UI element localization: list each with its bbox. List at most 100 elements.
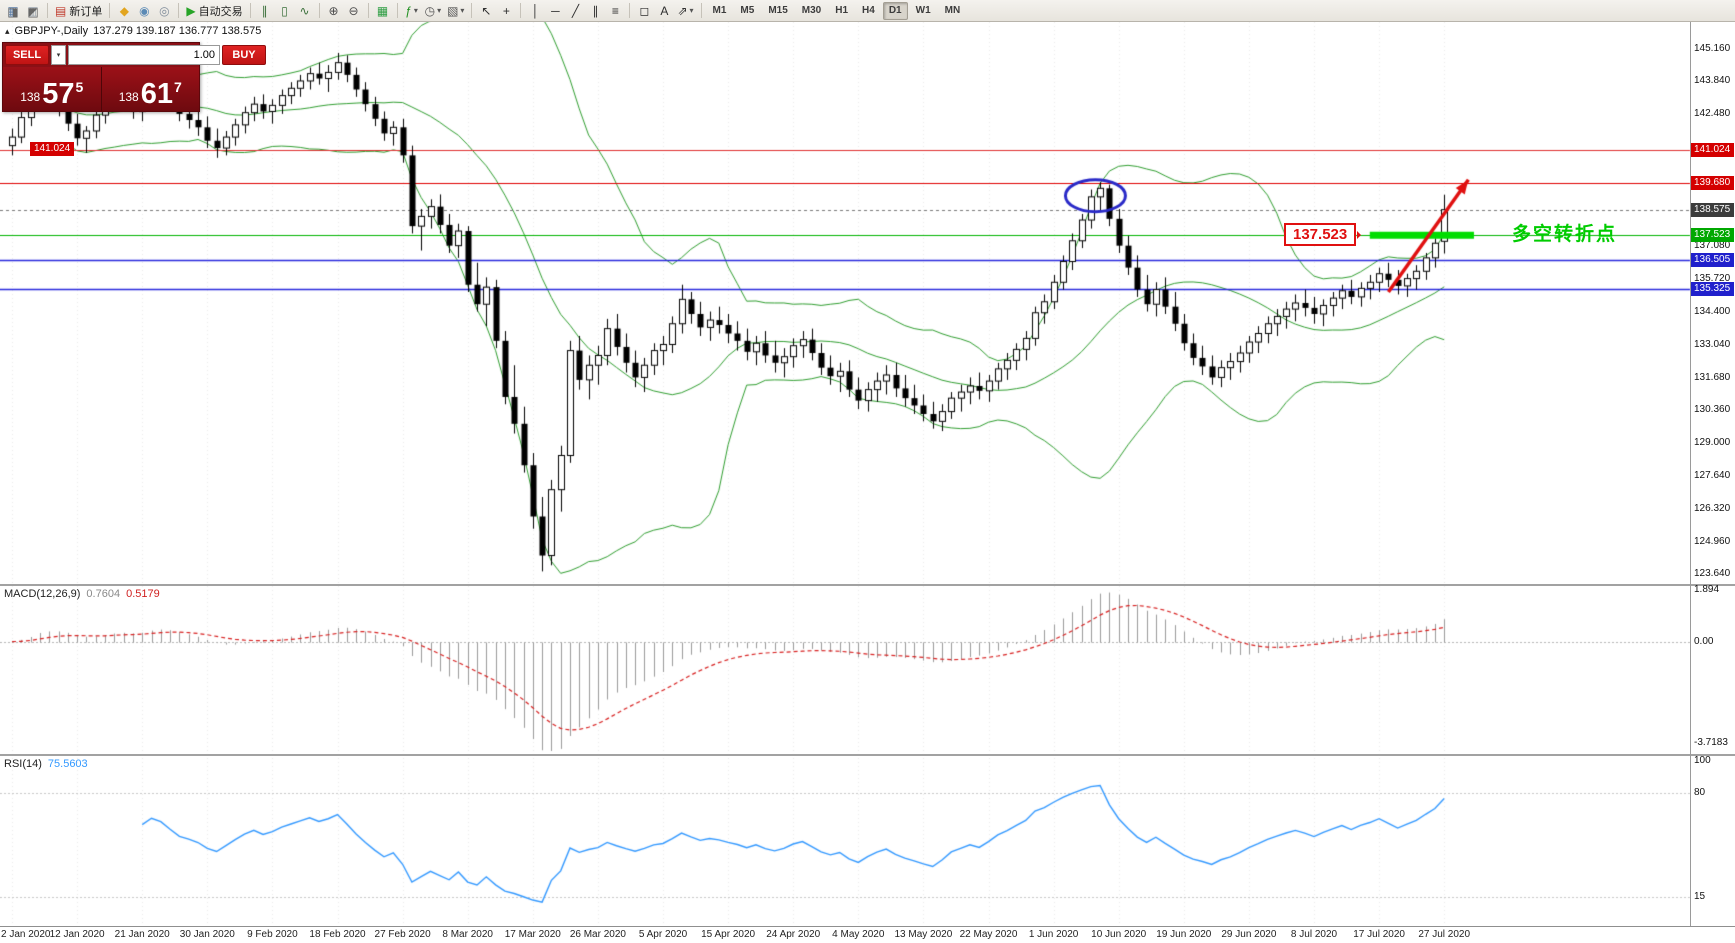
cursor-icon[interactable]: ↖ bbox=[476, 1, 496, 20]
bar-chart-icon: ∥ bbox=[261, 3, 268, 18]
text-label-icon[interactable]: A bbox=[654, 1, 674, 20]
dropdown-caret-icon: ▾ bbox=[413, 6, 418, 15]
price-level-badge[interactable]: 141.024 bbox=[1691, 142, 1734, 157]
dropdown-caret-icon: ▾ bbox=[460, 6, 465, 15]
timeframe-button-m5[interactable]: M5 bbox=[734, 2, 760, 20]
macd-panel-divider[interactable] bbox=[0, 584, 1735, 586]
sell-price-pip: 5 bbox=[75, 79, 84, 95]
auto-scroll-icon[interactable]: ◩ bbox=[23, 3, 43, 22]
price-callout-box[interactable]: 137.523 bbox=[1284, 223, 1362, 246]
price-level-badge[interactable]: 139.680 bbox=[1691, 175, 1734, 190]
timeframe-button-mn[interactable]: MN bbox=[939, 2, 967, 20]
date-axis-label: 17 Mar 2020 bbox=[504, 929, 561, 940]
sell-price[interactable]: 138 57 5 bbox=[3, 67, 101, 111]
price-axis-label: 143.840 bbox=[1694, 75, 1731, 87]
crosshair-icon[interactable]: + bbox=[496, 1, 516, 20]
chart-shift-icon[interactable]: ◨ bbox=[3, 3, 23, 22]
line-chart-icon: ∿ bbox=[299, 3, 310, 18]
templates-icon: ▧ bbox=[447, 3, 459, 18]
vertical-line-icon[interactable]: │ bbox=[525, 1, 545, 20]
timeframe-button-h1[interactable]: H1 bbox=[829, 2, 854, 20]
price-level-badge[interactable]: 136.505 bbox=[1691, 253, 1734, 268]
timeframe-button-h4[interactable]: H4 bbox=[856, 2, 881, 20]
tile-windows-icon[interactable]: ▦ bbox=[373, 1, 393, 20]
fibonacci-icon[interactable]: ≡ bbox=[605, 1, 625, 20]
date-axis-label: 30 Jan 2020 bbox=[179, 929, 235, 940]
timeframe-button-w1[interactable]: W1 bbox=[910, 2, 937, 20]
zoom-out-icon[interactable]: ⊖ bbox=[344, 1, 364, 20]
periods-icon[interactable]: ◷ ▾ bbox=[422, 1, 445, 20]
date-axis-label: 17 Jul 2020 bbox=[1353, 929, 1405, 940]
ohlc-values: 137.279 139.187 136.777 138.575 bbox=[93, 25, 262, 37]
rsi-panel-divider[interactable] bbox=[0, 754, 1735, 756]
horizontal-line-icon[interactable]: ─ bbox=[545, 1, 565, 20]
bar-chart-icon[interactable]: ∥ bbox=[255, 1, 275, 20]
buy-price-main: 61 bbox=[140, 78, 173, 111]
collapse-quote-icon[interactable]: ▴ bbox=[5, 25, 10, 36]
annotation-note-text[interactable]: 多空转折点 bbox=[1512, 224, 1618, 245]
candlestick-chart-icon: ▯ bbox=[281, 3, 288, 18]
periods-icon: ◷ bbox=[424, 3, 436, 18]
new-chart-icon[interactable]: ▦ bbox=[3, 1, 23, 20]
timeframe-button-d1[interactable]: D1 bbox=[882, 1, 908, 20]
zoom-in-icon[interactable]: ⊕ bbox=[324, 1, 344, 20]
date-axis-label: 24 Apr 2020 bbox=[766, 929, 821, 940]
current-price-badge[interactable]: 138.575 bbox=[1691, 202, 1734, 217]
line-chart-icon[interactable]: ∿ bbox=[295, 1, 315, 20]
zoom-in-icon: ⊕ bbox=[328, 3, 339, 18]
price-level-badge[interactable]: 137.523 bbox=[1691, 228, 1734, 243]
toolbar-separator bbox=[318, 3, 320, 18]
timeframe-button-m30[interactable]: M30 bbox=[796, 2, 827, 20]
date-axis[interactable]: 2 Jan 2020 12 Jan 2020 21 Jan 2020 30 Jan 2… bbox=[0, 927, 1690, 943]
macd-indicator-label: MACD(12,26,9) 0.7604 0.5179 bbox=[4, 588, 160, 600]
indicators-icon: ƒ bbox=[405, 3, 412, 18]
date-axis-label: 5 Apr 2020 bbox=[638, 929, 688, 940]
news-icon: ◎ bbox=[159, 3, 170, 18]
trendline-icon[interactable]: ╱ bbox=[565, 1, 585, 20]
date-axis-label: 2 Jan 2020 bbox=[1, 929, 51, 940]
buy-price[interactable]: 138 61 7 bbox=[102, 67, 200, 111]
timeframe-button-m1[interactable]: M1 bbox=[707, 2, 733, 20]
date-axis-label: 10 Jun 2020 bbox=[1091, 929, 1147, 940]
trade-prices-row: 138 57 5 138 61 7 bbox=[3, 67, 199, 111]
shapes-icon[interactable]: ◻ bbox=[634, 1, 654, 20]
templates-icon[interactable]: ▧ ▾ bbox=[444, 1, 467, 20]
date-axis-label: 9 Feb 2020 bbox=[247, 929, 298, 940]
indicators-icon[interactable]: ƒ ▾ bbox=[402, 1, 422, 20]
rsi-name: RSI(14) bbox=[4, 758, 42, 770]
tile-windows-icon: ▦ bbox=[376, 3, 389, 18]
sell-button[interactable]: SELL bbox=[5, 45, 49, 65]
arrow-tools-icon: ⇗ bbox=[677, 3, 688, 18]
chat-icon[interactable]: ◉ bbox=[134, 1, 154, 20]
channel-icon[interactable]: ∥ bbox=[585, 1, 605, 20]
metaeditor-icon[interactable]: ◆ bbox=[114, 1, 134, 20]
crosshair-icon: + bbox=[502, 3, 510, 18]
price-axis-label: 100 bbox=[1694, 755, 1711, 766]
text-label-icon: A bbox=[660, 3, 669, 18]
news-icon[interactable]: ◎ bbox=[154, 1, 174, 20]
toolbar-separator bbox=[520, 3, 522, 18]
date-axis-label: 18 Feb 2020 bbox=[309, 929, 366, 940]
candlestick-chart-icon[interactable]: ▯ bbox=[275, 1, 295, 20]
timeframe-button-m15[interactable]: M15 bbox=[762, 2, 793, 20]
auto-trading-button: ▶ bbox=[186, 3, 196, 18]
volume-input[interactable] bbox=[68, 45, 220, 65]
price-level-badge[interactable]: 135.325 bbox=[1691, 281, 1734, 296]
price-axis-label: 129.000 bbox=[1694, 437, 1731, 449]
date-axis-label: 12 Jan 2020 bbox=[49, 929, 105, 940]
date-axis-label: 21 Jan 2020 bbox=[114, 929, 170, 940]
chart-profiles-icon[interactable]: ▥ bbox=[23, 1, 43, 20]
volume-dropdown[interactable]: ▾ bbox=[51, 45, 66, 65]
sell-price-main: 57 bbox=[42, 78, 75, 111]
toolbar-separator bbox=[109, 3, 111, 18]
date-axis-label: 4 May 2020 bbox=[832, 929, 885, 940]
auto-trading-button[interactable]: ▶ 自动交易 bbox=[183, 1, 245, 20]
toolbar-separator bbox=[396, 3, 398, 18]
buy-button[interactable]: BUY bbox=[222, 45, 266, 65]
new-order-button: ▤ bbox=[55, 3, 67, 18]
arrow-tools-icon[interactable]: ⇗ ▾ bbox=[674, 1, 696, 20]
level-price-label[interactable]: 141.024 bbox=[30, 142, 75, 156]
new-order-button[interactable]: ▤ 新订单 bbox=[52, 1, 105, 20]
price-axis[interactable]: 145.160 143.840 142.480 137.080 135.720 134.4… bbox=[1690, 0, 1735, 943]
